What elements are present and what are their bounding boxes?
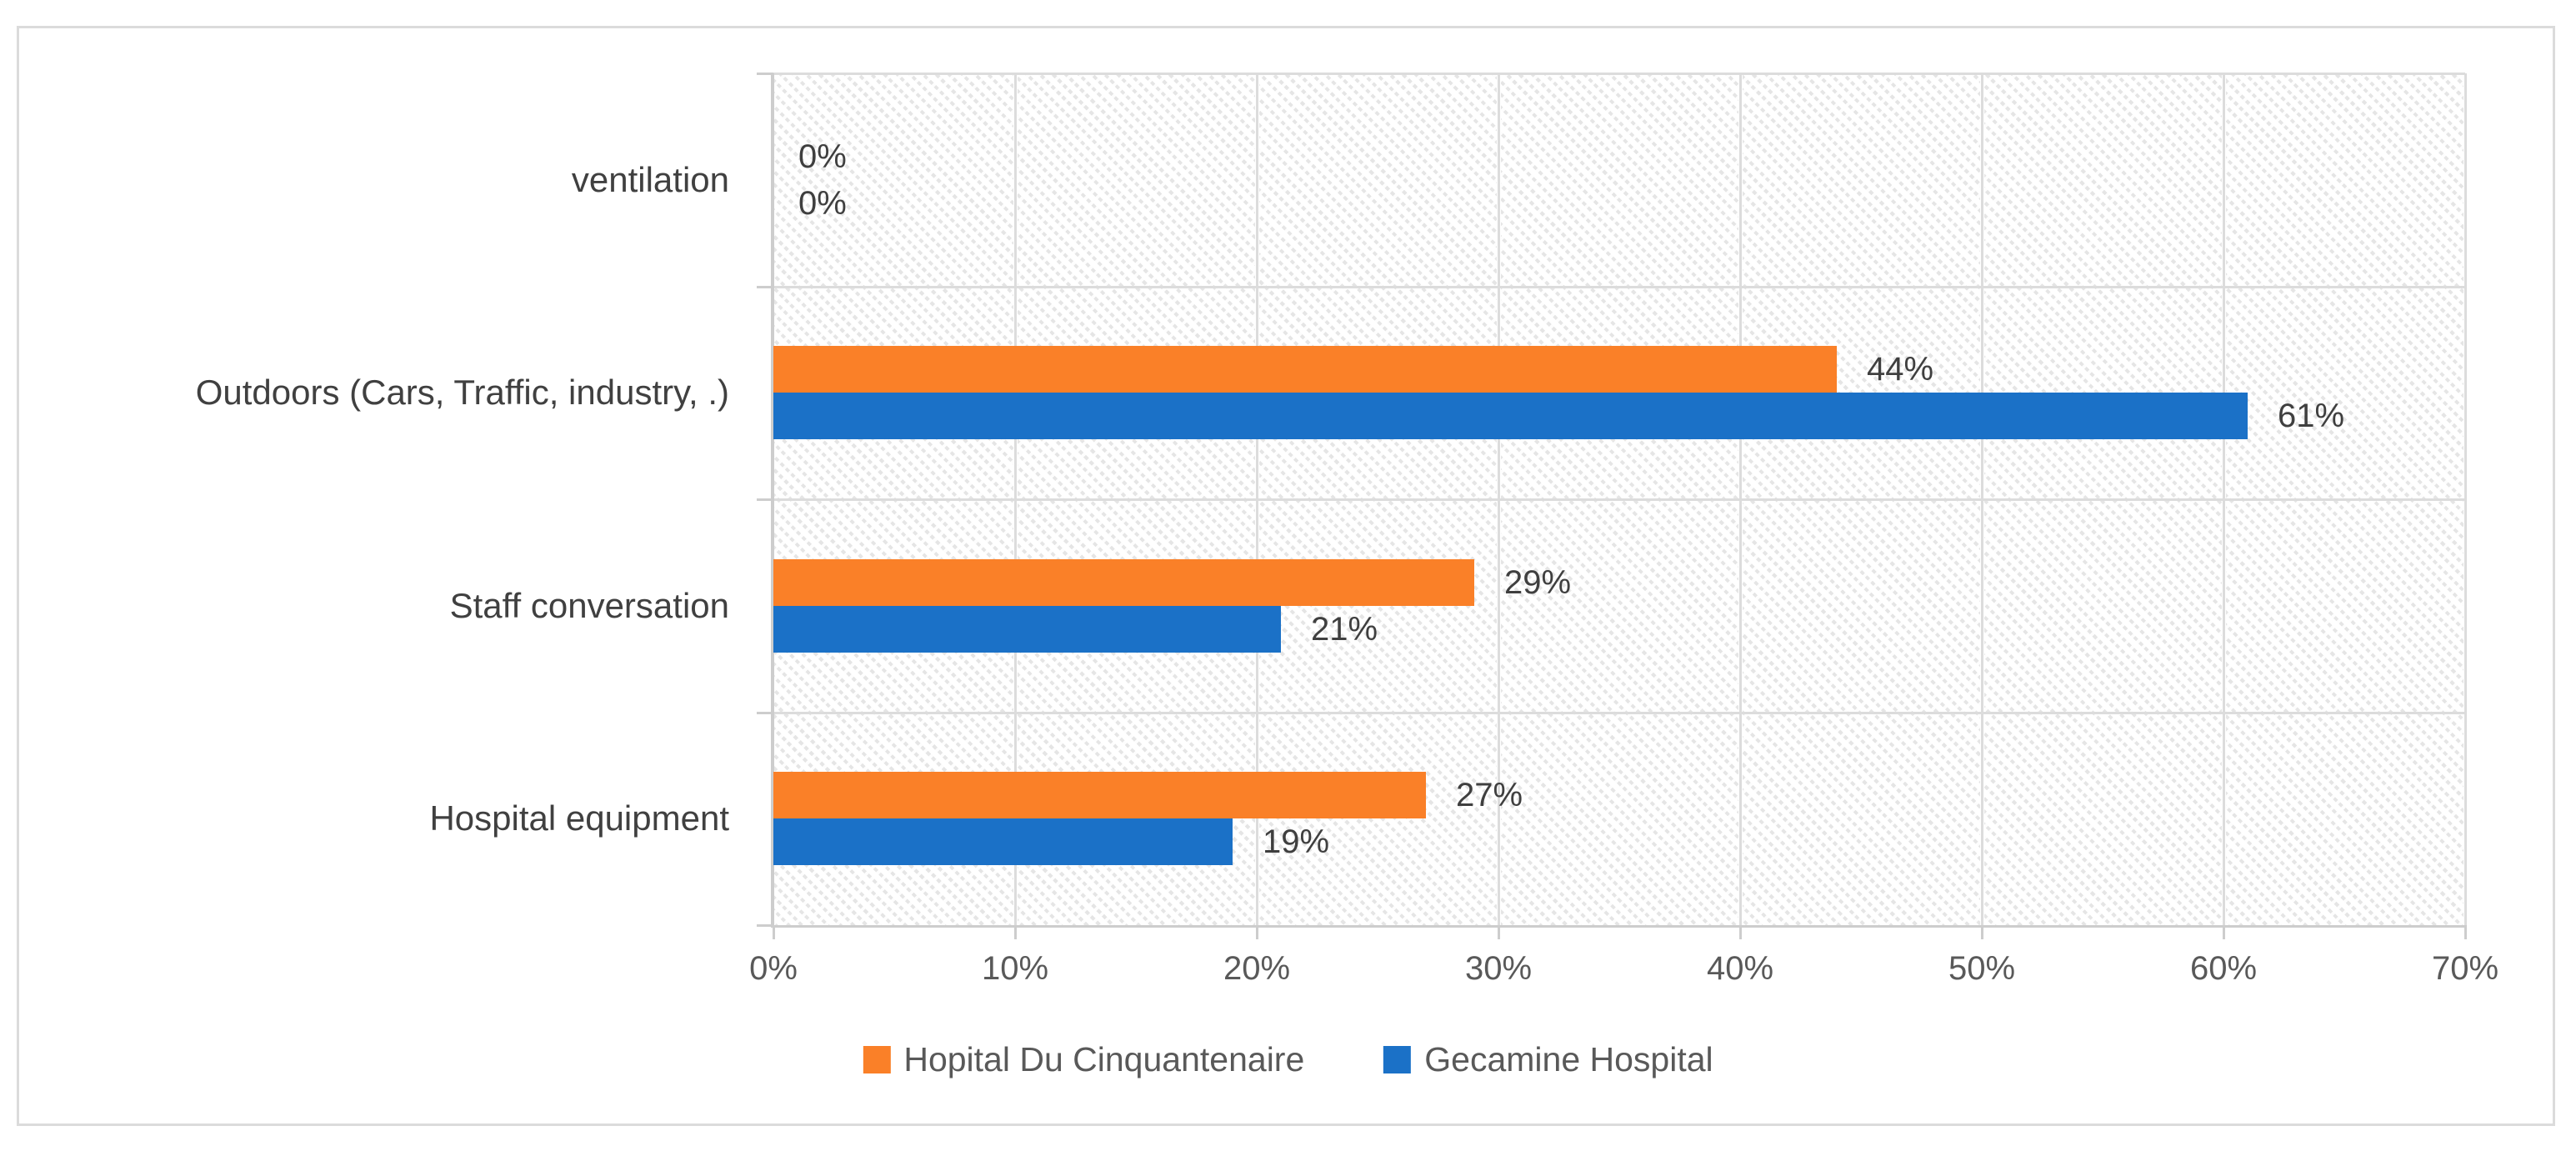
legend-label: Gecamine Hospital [1424, 1040, 1713, 1078]
data-label: 21% [1311, 610, 1378, 648]
category-boundary-gridline [773, 285, 2465, 288]
data-label: 0% [798, 138, 847, 175]
x-axis-tick [1256, 925, 1258, 939]
data-label: 0% [798, 184, 847, 222]
category-label: Hospital equipment [429, 798, 729, 838]
y-axis-tick [757, 285, 773, 288]
category-label: ventilation [571, 159, 729, 199]
legend-swatch-blue [1383, 1046, 1412, 1073]
x-axis-tick [2223, 925, 2225, 939]
x-axis-label: 30% [1464, 950, 1533, 987]
category-boundary-gridline [773, 498, 2465, 501]
x-axis-label: 60% [2189, 950, 2258, 987]
x-axis-tick [1739, 925, 1742, 939]
y-axis-tick [757, 924, 773, 927]
category-label: Outdoors (Cars, Traffic, industry, .) [195, 373, 729, 413]
x-axis-tick [773, 925, 775, 939]
bar-orange [773, 772, 1426, 819]
x-axis-tick [1498, 925, 1500, 939]
y-axis-line [771, 73, 774, 928]
y-axis-tick [757, 73, 773, 75]
chart-legend: Hopital Du Cinquantenaire Gecamine Hospit… [863, 1040, 1713, 1079]
x-axis-label: 0% [749, 950, 798, 987]
x-axis-label: 50% [1948, 950, 2016, 987]
data-label: 61% [2278, 398, 2345, 435]
bar-blue [773, 393, 2248, 440]
data-label: 44% [1867, 351, 1934, 388]
category-label: Staff conversation [449, 585, 729, 625]
legend-item: Hopital Du Cinquantenaire [863, 1040, 1304, 1079]
y-axis-tick [757, 498, 773, 501]
x-axis-tick [1981, 925, 1983, 939]
x-axis-label: 20% [1223, 950, 1291, 987]
bar-orange [773, 558, 1474, 606]
legend-swatch-orange [863, 1046, 891, 1073]
legend-label: Hopital Du Cinquantenaire [903, 1040, 1305, 1078]
x-axis-tick [2464, 925, 2467, 939]
x-axis-line [773, 925, 2465, 928]
x-axis-label: 40% [1706, 950, 1774, 987]
category-boundary-gridline [773, 73, 2465, 75]
category-boundary-gridline [773, 711, 2465, 714]
bar-orange [773, 346, 1837, 393]
data-label: 27% [1456, 777, 1523, 814]
data-label: 19% [1263, 823, 1330, 861]
x-axis-label: 10% [981, 950, 1049, 987]
data-label: 29% [1504, 563, 1572, 601]
bar-blue [773, 605, 1281, 653]
x-axis-tick [1014, 925, 1017, 939]
legend-item: Gecamine Hospital [1383, 1040, 1713, 1079]
bar-blue [773, 818, 1233, 866]
y-axis-tick [757, 711, 773, 714]
x-axis-label: 70% [2431, 950, 2499, 987]
vertical-gridline [2464, 73, 2467, 925]
